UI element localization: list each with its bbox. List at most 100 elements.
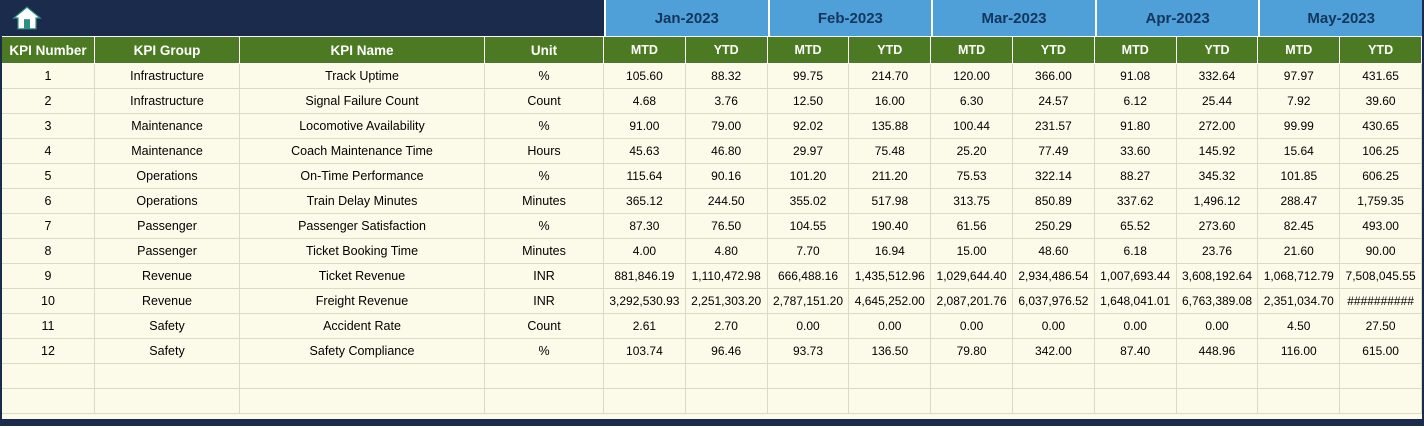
cell-kpi-name[interactable]: Safety Compliance [240, 339, 485, 364]
cell-value[interactable]: 25.44 [1176, 89, 1259, 114]
empty-cell[interactable] [767, 389, 850, 414]
cell-value[interactable]: 431.65 [1340, 64, 1422, 89]
cell-value[interactable]: 79.80 [931, 339, 1013, 364]
column-header-kpi-name[interactable]: KPI Name [240, 37, 485, 64]
empty-cell[interactable] [685, 364, 768, 389]
cell-kpi-group[interactable]: Safety [95, 314, 240, 339]
cell-value[interactable]: 79.00 [685, 114, 768, 139]
cell-value[interactable]: 2,087,201.76 [931, 289, 1013, 314]
cell-value[interactable]: 21.60 [1258, 239, 1341, 264]
cell-kpi-group[interactable]: Operations [95, 164, 240, 189]
empty-cell[interactable] [1094, 389, 1177, 414]
cell-kpi-group[interactable]: Revenue [95, 289, 240, 314]
cell-value[interactable]: 135.88 [849, 114, 932, 139]
empty-cell[interactable] [2, 389, 95, 414]
cell-value[interactable]: 99.75 [767, 64, 850, 89]
cell-value[interactable]: 45.63 [604, 139, 686, 164]
cell-kpi-name[interactable]: Coach Maintenance Time [240, 139, 485, 164]
cell-value[interactable]: 15.00 [931, 239, 1013, 264]
cell-value[interactable]: 7.92 [1258, 89, 1341, 114]
cell-value[interactable]: 103.74 [604, 339, 686, 364]
cell-value[interactable]: 46.80 [685, 139, 768, 164]
empty-cell[interactable] [849, 364, 932, 389]
empty-cell[interactable] [604, 364, 686, 389]
cell-value[interactable]: 6,763,389.08 [1176, 289, 1259, 314]
cell-unit[interactable]: Count [485, 89, 604, 114]
cell-value[interactable]: 2,787,151.20 [767, 289, 850, 314]
subheader-mtd-mar-2023[interactable]: MTD [931, 37, 1013, 64]
cell-unit[interactable]: % [485, 164, 604, 189]
cell-kpi-number[interactable]: 7 [2, 214, 95, 239]
empty-cell[interactable] [849, 389, 932, 414]
cell-value[interactable]: 3.76 [685, 89, 768, 114]
cell-value[interactable]: 0.00 [1176, 314, 1259, 339]
cell-kpi-name[interactable]: Ticket Revenue [240, 264, 485, 289]
cell-value[interactable]: 106.25 [1340, 139, 1422, 164]
cell-unit[interactable]: % [485, 339, 604, 364]
cell-unit[interactable]: % [485, 114, 604, 139]
cell-value[interactable]: 322.14 [1013, 164, 1095, 189]
cell-kpi-group[interactable]: Revenue [95, 264, 240, 289]
cell-kpi-number[interactable]: 1 [2, 64, 95, 89]
cell-value[interactable]: 15.64 [1258, 139, 1341, 164]
cell-value[interactable]: 87.30 [604, 214, 686, 239]
cell-value[interactable]: 27.50 [1340, 314, 1422, 339]
cell-value[interactable]: 615.00 [1340, 339, 1422, 364]
cell-value[interactable]: 61.56 [931, 214, 1013, 239]
cell-value[interactable]: 231.57 [1013, 114, 1095, 139]
subheader-mtd-apr-2023[interactable]: MTD [1094, 37, 1177, 64]
month-header-jan-2023[interactable]: Jan-2023 [604, 0, 768, 37]
subheader-mtd-may-2023[interactable]: MTD [1258, 37, 1341, 64]
cell-value[interactable]: 244.50 [685, 189, 768, 214]
cell-kpi-number[interactable]: 2 [2, 89, 95, 114]
cell-kpi-number[interactable]: 10 [2, 289, 95, 314]
cell-value[interactable]: 104.55 [767, 214, 850, 239]
subheader-ytd-apr-2023[interactable]: YTD [1176, 37, 1259, 64]
cell-value[interactable]: 48.60 [1013, 239, 1095, 264]
cell-kpi-number[interactable]: 11 [2, 314, 95, 339]
cell-value[interactable]: 666,488.16 [767, 264, 850, 289]
subheader-ytd-mar-2023[interactable]: YTD [1013, 37, 1095, 64]
empty-cell[interactable] [767, 364, 850, 389]
cell-value[interactable]: 88.32 [685, 64, 768, 89]
cell-value[interactable]: 3,292,530.93 [604, 289, 686, 314]
cell-value[interactable]: 365.12 [604, 189, 686, 214]
cell-value[interactable]: 1,496.12 [1176, 189, 1259, 214]
empty-cell[interactable] [1013, 389, 1095, 414]
subheader-ytd-jan-2023[interactable]: YTD [685, 37, 768, 64]
empty-cell[interactable] [1258, 364, 1341, 389]
cell-value[interactable]: 1,435,512.96 [849, 264, 932, 289]
cell-value[interactable]: 12.50 [767, 89, 850, 114]
cell-value[interactable]: 77.49 [1013, 139, 1095, 164]
cell-value[interactable]: 136.50 [849, 339, 932, 364]
cell-kpi-name[interactable]: Passenger Satisfaction [240, 214, 485, 239]
subheader-ytd-may-2023[interactable]: YTD [1340, 37, 1422, 64]
empty-cell[interactable] [240, 364, 485, 389]
cell-unit[interactable]: % [485, 64, 604, 89]
cell-value[interactable]: 101.85 [1258, 164, 1341, 189]
cell-value[interactable]: 101.20 [767, 164, 850, 189]
empty-cell[interactable] [485, 389, 604, 414]
cell-value[interactable]: 65.52 [1094, 214, 1177, 239]
cell-value[interactable]: 91.00 [604, 114, 686, 139]
cell-value[interactable]: 430.65 [1340, 114, 1422, 139]
cell-value[interactable]: 4.00 [604, 239, 686, 264]
cell-value[interactable]: 39.60 [1340, 89, 1422, 114]
home-button[interactable] [9, 4, 45, 32]
cell-kpi-name[interactable]: On-Time Performance [240, 164, 485, 189]
cell-unit[interactable]: INR [485, 289, 604, 314]
cell-value[interactable]: 90.00 [1340, 239, 1422, 264]
cell-value[interactable]: 120.00 [931, 64, 1013, 89]
cell-value[interactable]: 105.60 [604, 64, 686, 89]
month-header-feb-2023[interactable]: Feb-2023 [767, 0, 932, 37]
cell-value[interactable]: 1,759.35 [1340, 189, 1422, 214]
cell-value[interactable]: 90.16 [685, 164, 768, 189]
cell-kpi-group[interactable]: Infrastructure [95, 89, 240, 114]
cell-value[interactable]: 93.73 [767, 339, 850, 364]
empty-cell[interactable] [931, 389, 1013, 414]
cell-kpi-group[interactable]: Infrastructure [95, 64, 240, 89]
cell-value[interactable]: 2,251,303.20 [685, 289, 768, 314]
empty-cell[interactable] [485, 364, 604, 389]
cell-value[interactable]: 332.64 [1176, 64, 1259, 89]
cell-value[interactable]: 88.27 [1094, 164, 1177, 189]
